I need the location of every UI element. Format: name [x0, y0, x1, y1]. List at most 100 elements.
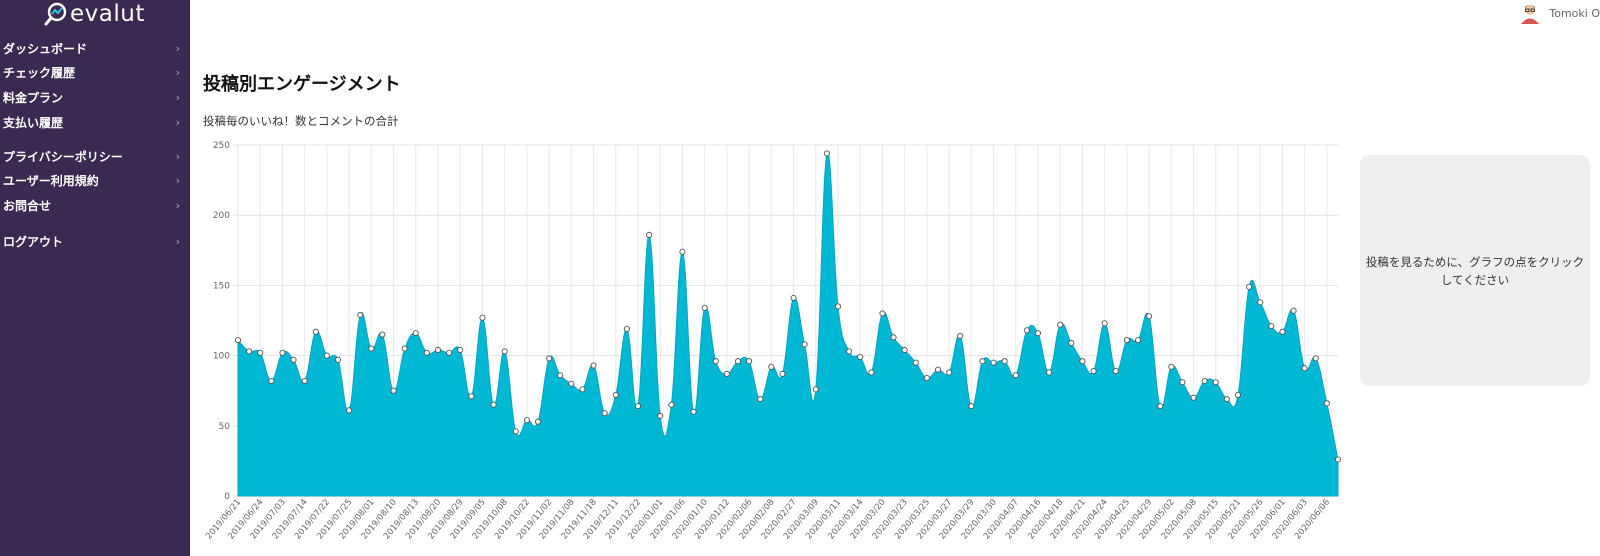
data-point[interactable] [257, 349, 264, 356]
data-point[interactable] [1146, 313, 1153, 320]
data-point[interactable] [701, 304, 708, 311]
data-point[interactable] [779, 370, 786, 377]
data-point[interactable] [1134, 337, 1142, 344]
data-point[interactable] [579, 386, 586, 393]
data-point[interactable] [1001, 358, 1008, 365]
data-point[interactable] [390, 387, 397, 394]
data-point[interactable] [712, 358, 719, 365]
data-point[interactable] [368, 345, 375, 352]
data-point[interactable] [1090, 367, 1097, 375]
data-point[interactable] [734, 358, 742, 365]
data-point[interactable] [1268, 323, 1275, 330]
data-point[interactable] [912, 359, 919, 366]
data-point[interactable] [990, 359, 997, 366]
data-point[interactable] [957, 332, 964, 339]
data-point[interactable] [746, 358, 753, 365]
sidebar-item[interactable]: チェック履歴 › [0, 61, 190, 86]
sidebar-item[interactable]: ログアウト › [0, 229, 190, 254]
data-point[interactable] [657, 412, 664, 420]
data-point[interactable] [1057, 321, 1064, 328]
data-point[interactable] [1023, 327, 1030, 334]
data-point[interactable] [890, 334, 897, 341]
data-point[interactable] [968, 403, 975, 410]
data-point[interactable] [834, 303, 842, 310]
data-point[interactable] [1112, 367, 1119, 375]
data-point[interactable] [423, 349, 430, 356]
data-point[interactable] [512, 428, 519, 435]
data-point[interactable] [757, 396, 764, 403]
data-point[interactable] [1201, 377, 1208, 384]
data-point[interactable] [1101, 320, 1108, 327]
sidebar-item[interactable]: 支払い履歴 › [0, 110, 190, 135]
data-point[interactable] [468, 393, 475, 400]
data-point[interactable] [934, 366, 942, 373]
sidebar-item[interactable]: お問合せ › [0, 193, 190, 218]
data-point[interactable] [946, 369, 953, 376]
sidebar-item[interactable]: プライバシーポリシー › [0, 144, 190, 169]
data-point[interactable] [679, 248, 686, 255]
data-point[interactable] [1312, 355, 1319, 362]
data-point[interactable] [1046, 369, 1053, 376]
data-point[interactable] [379, 331, 386, 338]
data-point[interactable] [546, 355, 553, 362]
data-point[interactable] [979, 358, 986, 365]
data-point[interactable] [1223, 396, 1230, 403]
data-point[interactable] [1012, 372, 1019, 379]
data-point[interactable] [312, 328, 319, 335]
data-point[interactable] [1068, 339, 1075, 347]
data-point[interactable] [1290, 307, 1297, 314]
data-point[interactable] [357, 311, 364, 318]
data-point[interactable] [1190, 394, 1197, 401]
data-point[interactable] [868, 369, 875, 376]
data-point[interactable] [301, 377, 308, 384]
data-point[interactable] [457, 346, 464, 354]
data-point[interactable] [490, 401, 497, 408]
data-point[interactable] [1234, 391, 1242, 398]
data-point[interactable] [612, 391, 619, 398]
data-point[interactable] [857, 353, 864, 361]
data-point[interactable] [923, 375, 930, 382]
data-point[interactable] [634, 403, 642, 410]
data-point[interactable] [279, 349, 286, 356]
data-point[interactable] [412, 330, 419, 337]
data-point[interactable] [846, 348, 853, 355]
data-point[interactable] [723, 370, 730, 377]
data-point[interactable] [590, 362, 597, 369]
data-point[interactable] [434, 346, 442, 354]
data-point[interactable] [323, 352, 330, 359]
data-point[interactable] [1157, 403, 1164, 410]
data-point[interactable] [646, 231, 653, 238]
data-point[interactable] [901, 346, 908, 354]
data-point[interactable] [1123, 337, 1130, 344]
data-point[interactable] [690, 408, 697, 415]
data-point[interactable] [568, 380, 575, 387]
data-point[interactable] [879, 310, 886, 317]
data-point[interactable] [812, 386, 819, 393]
data-point[interactable] [479, 314, 486, 321]
data-point[interactable] [1323, 400, 1330, 407]
data-point[interactable] [1257, 299, 1264, 306]
sidebar-item[interactable]: 料金プラン › [0, 85, 190, 110]
data-point[interactable] [290, 356, 297, 363]
data-point[interactable] [801, 341, 808, 348]
data-point[interactable] [446, 349, 453, 356]
data-point[interactable] [1179, 379, 1186, 386]
data-point[interactable] [246, 348, 253, 355]
sidebar-item[interactable]: ユーザー利用規約 › [0, 169, 190, 194]
user-menu[interactable]: Tomoki O [1519, 2, 1600, 24]
data-point[interactable] [401, 345, 408, 352]
data-point[interactable] [1079, 358, 1086, 365]
data-point[interactable] [1301, 365, 1308, 372]
data-point[interactable] [1168, 363, 1175, 370]
data-point[interactable] [501, 348, 508, 355]
data-point[interactable] [1279, 328, 1286, 335]
data-point[interactable] [1334, 456, 1342, 463]
data-point[interactable] [534, 418, 542, 425]
data-point[interactable] [623, 325, 630, 332]
data-point[interactable] [523, 417, 530, 424]
data-point[interactable] [768, 363, 775, 370]
data-point[interactable] [823, 150, 830, 157]
data-point[interactable] [346, 407, 353, 414]
data-point[interactable] [557, 372, 564, 379]
data-point[interactable] [668, 401, 675, 408]
